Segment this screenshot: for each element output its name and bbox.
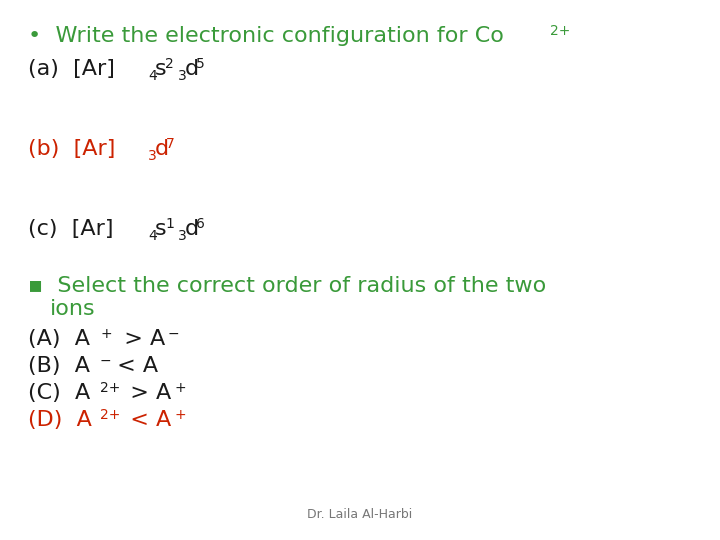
Text: Dr. Laila Al-Harbi: Dr. Laila Al-Harbi bbox=[307, 508, 413, 521]
Text: 3: 3 bbox=[178, 229, 186, 243]
Text: d: d bbox=[185, 59, 199, 79]
Text: ions: ions bbox=[50, 299, 96, 319]
Text: > A: > A bbox=[116, 383, 171, 403]
Text: 4: 4 bbox=[148, 229, 157, 243]
Text: 2: 2 bbox=[165, 57, 174, 71]
Text: +: + bbox=[174, 381, 186, 395]
Text: (b)  [Ar]: (b) [Ar] bbox=[28, 139, 122, 159]
Text: 7: 7 bbox=[166, 137, 175, 151]
Text: 1: 1 bbox=[165, 217, 174, 231]
Text: •  Write the electronic configuration for Co: • Write the electronic configuration for… bbox=[28, 26, 504, 46]
Text: < A: < A bbox=[116, 410, 171, 430]
Text: +: + bbox=[174, 408, 186, 422]
Text: 5: 5 bbox=[196, 57, 204, 71]
Text: (c)  [Ar]: (c) [Ar] bbox=[28, 219, 121, 239]
Text: (a)  [Ar]: (a) [Ar] bbox=[28, 59, 122, 79]
Text: s: s bbox=[155, 219, 166, 239]
Text: (B)  A: (B) A bbox=[28, 356, 90, 376]
Text: (D)  A: (D) A bbox=[28, 410, 92, 430]
Text: > A: > A bbox=[110, 329, 166, 349]
Text: d: d bbox=[155, 139, 169, 159]
Text: 3: 3 bbox=[178, 69, 186, 83]
Text: 4: 4 bbox=[148, 69, 157, 83]
Text: (C)  A: (C) A bbox=[28, 383, 90, 403]
Text: d: d bbox=[185, 219, 199, 239]
Text: +: + bbox=[100, 327, 112, 341]
Text: 2+: 2+ bbox=[100, 381, 120, 395]
Text: −: − bbox=[100, 354, 112, 368]
Text: < A: < A bbox=[110, 356, 158, 376]
Text: −: − bbox=[168, 327, 179, 341]
Text: ▪  Select the correct order of radius of the two: ▪ Select the correct order of radius of … bbox=[28, 276, 546, 296]
Text: 6: 6 bbox=[196, 217, 205, 231]
Text: s: s bbox=[155, 59, 166, 79]
Text: (A)  A: (A) A bbox=[28, 329, 90, 349]
Text: 3: 3 bbox=[148, 149, 157, 163]
Text: 2+: 2+ bbox=[100, 408, 120, 422]
Text: 2+: 2+ bbox=[550, 24, 570, 38]
